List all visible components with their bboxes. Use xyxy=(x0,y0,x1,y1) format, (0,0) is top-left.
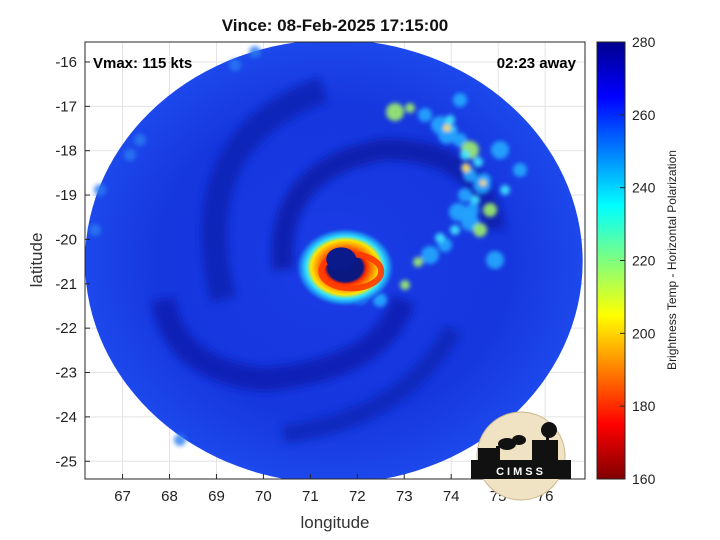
colorbar-tick-label: 220 xyxy=(632,253,656,269)
y-tick-label: -22 xyxy=(55,320,77,337)
x-tick-label: 71 xyxy=(302,488,319,505)
colorbar-tick-label: 160 xyxy=(632,471,656,487)
vmax-label: Vmax: 115 kts xyxy=(93,55,192,72)
microwave-swath xyxy=(85,42,583,479)
y-tick-label: -21 xyxy=(55,276,77,293)
x-tick-label: 69 xyxy=(208,488,225,505)
time-away-label: 02:23 away xyxy=(497,55,577,72)
storm-eye xyxy=(326,247,357,272)
logo-text: CIMSS xyxy=(496,466,546,478)
y-tick-label: -20 xyxy=(55,231,77,248)
y-tick-label: -23 xyxy=(55,365,77,382)
plot-frame xyxy=(84,41,586,480)
x-tick-label: 70 xyxy=(255,488,272,505)
x-axis-label: longitude xyxy=(300,513,369,532)
cloud-bands xyxy=(89,46,527,446)
x-tick-label: 73 xyxy=(396,488,413,505)
plot-title: Vince: 08-Feb-2025 17:15:00 xyxy=(222,16,448,35)
colorbar-tick-label: 260 xyxy=(632,107,656,123)
cimss-logo: CIMSS xyxy=(471,411,571,501)
y-tick-label: -18 xyxy=(55,143,77,160)
colorbar-tick-label: 200 xyxy=(632,325,656,341)
x-tick-label: 68 xyxy=(161,488,178,505)
y-tick-label: -17 xyxy=(55,98,77,115)
y-tick-label: -16 xyxy=(55,54,77,71)
colorbar-ticks: 280 260 240 220 200 180 160 xyxy=(620,34,656,487)
x-tick-label: 67 xyxy=(114,488,131,505)
colorbar-tick-label: 180 xyxy=(632,398,656,414)
y-axis-ticks: -16 -17 -18 -19 -20 -21 -22 -23 -24 -25 xyxy=(55,54,90,470)
colorbar-label: Brightness Temp - Horizontal Polarizatio… xyxy=(665,150,679,370)
colorbar-tick-label: 240 xyxy=(632,180,656,196)
y-tick-label: -25 xyxy=(55,453,77,470)
x-axis-ticks: 67 68 69 70 71 72 73 74 75 76 xyxy=(114,474,553,505)
x-tick-label: 72 xyxy=(349,488,366,505)
colorbar: 280 260 240 220 200 180 160 Brightness Temp - … xyxy=(596,34,679,487)
y-axis-label: latitude xyxy=(27,233,46,288)
y-tick-label: -19 xyxy=(55,187,77,204)
colorbar-tick-label: 280 xyxy=(632,34,656,50)
y-tick-label: -24 xyxy=(55,409,77,426)
x-tick-label: 74 xyxy=(443,488,460,505)
